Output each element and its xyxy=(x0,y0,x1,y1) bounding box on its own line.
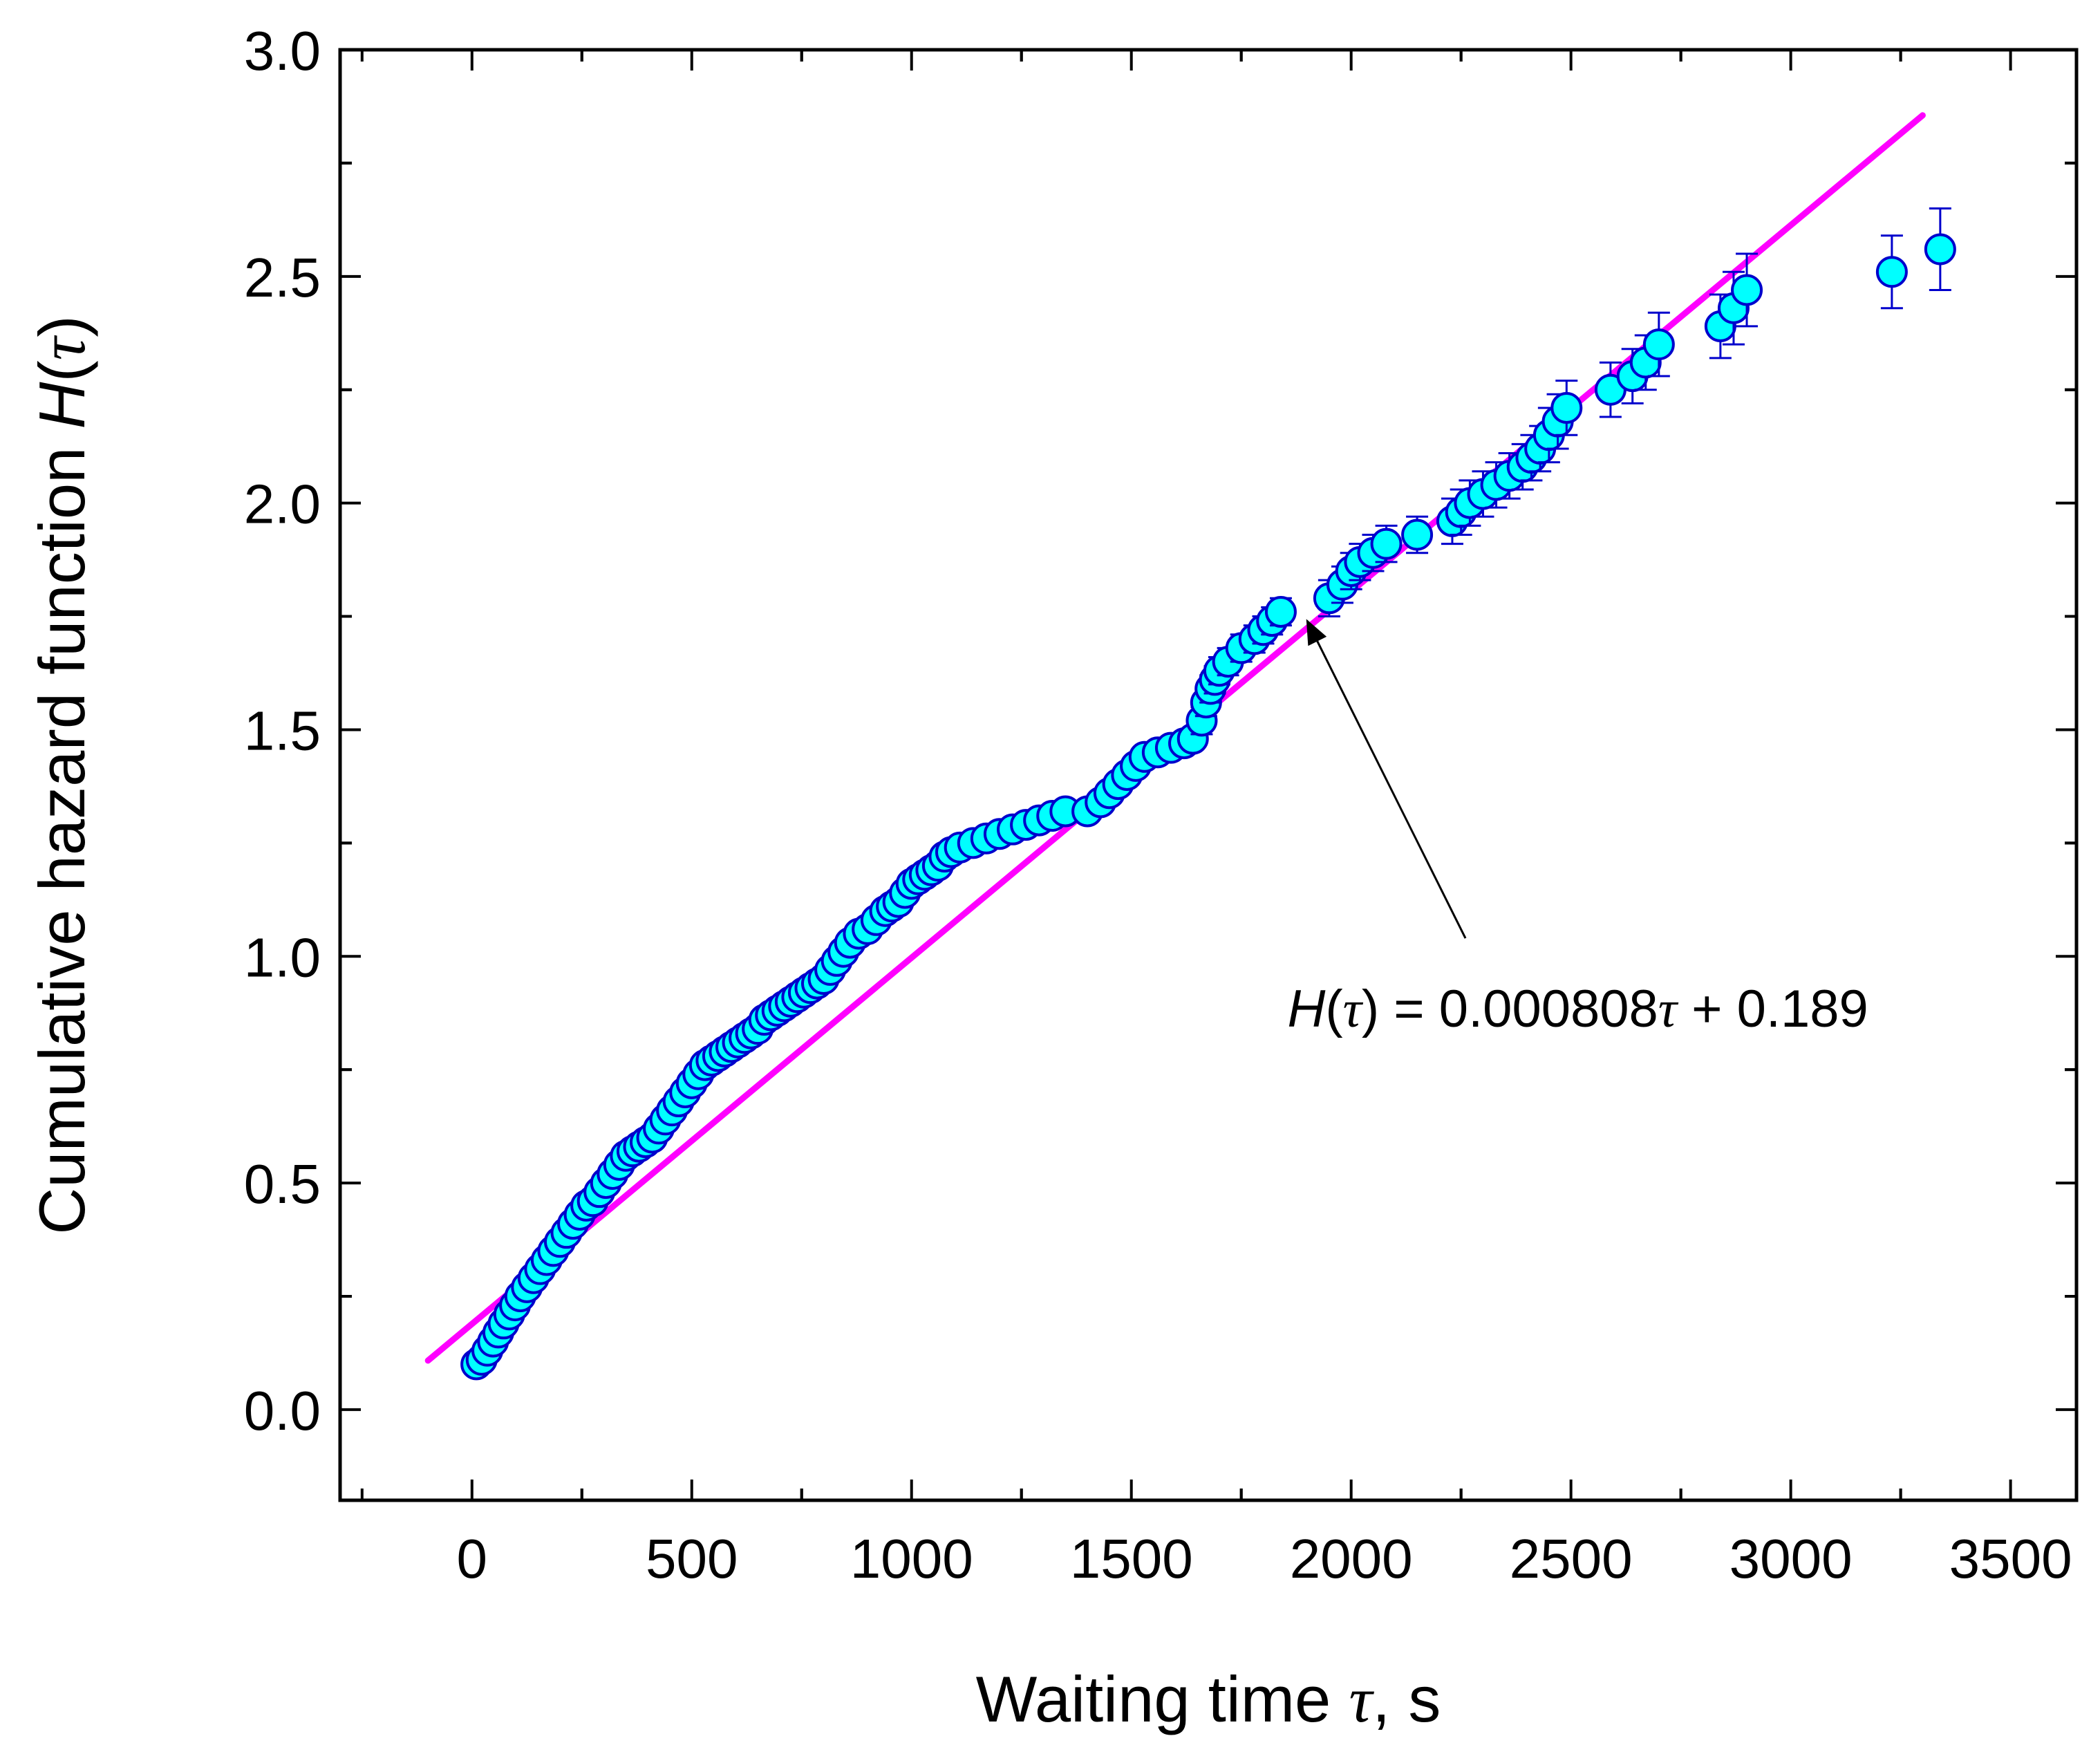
annotation-open: ( xyxy=(1325,980,1342,1038)
x-axis-title: Waiting time τ, s xyxy=(976,1663,1441,1736)
annotation-fn: H xyxy=(1287,980,1325,1038)
x-axis-tick-labels: 0 500 1000 1500 2000 2500 3000 3500 xyxy=(457,1528,2072,1589)
x-tick-label: 3500 xyxy=(1949,1528,2072,1589)
annotation-arrow xyxy=(1306,619,1467,939)
y-tick-label: 1.5 xyxy=(244,700,321,761)
y-tick-label: 0.5 xyxy=(244,1153,321,1215)
y-axis-tick-labels: 0.0 0.5 1.0 1.5 2.0 2.5 3.0 xyxy=(244,20,321,1442)
y-tick-label: 2.5 xyxy=(244,247,321,308)
annotation-symbol2: τ xyxy=(1658,980,1679,1038)
data-point xyxy=(1924,233,1956,265)
annotation-rest: + 0.189 xyxy=(1677,980,1868,1038)
data-point xyxy=(1642,328,1675,361)
x-tick-label: 2500 xyxy=(1510,1528,1633,1589)
data-point xyxy=(1550,391,1583,424)
plot-frame xyxy=(338,48,2079,1502)
fit-equation-annotation: H(τ) = 0.000808τ + 0.189 xyxy=(1287,980,1868,1038)
y-axis-title: Cumulative hazard function H(τ) xyxy=(26,315,99,1234)
x-axis-ticks xyxy=(360,50,2012,1500)
x-tick-label: 500 xyxy=(646,1528,738,1589)
y-tick-label: 3.0 xyxy=(244,20,321,82)
y-axis-title-open: ( xyxy=(26,360,98,382)
y-axis-title-close: ) xyxy=(26,315,98,337)
y-tick-label: 1.0 xyxy=(244,926,321,988)
y-tick-label: 2.0 xyxy=(244,474,321,535)
annotation-symbol: τ xyxy=(1343,980,1364,1038)
y-axis-title-fn: H xyxy=(26,382,98,429)
data-point xyxy=(1731,274,1763,306)
data-points xyxy=(460,207,1956,1381)
x-tick-label: 2000 xyxy=(1290,1528,1413,1589)
x-axis-title-prefix: Waiting time xyxy=(976,1663,1349,1735)
data-point xyxy=(1401,519,1434,551)
annotation-close: ) xyxy=(1362,980,1379,1038)
y-axis-title-prefix: Cumulative hazard function xyxy=(26,429,98,1234)
y-tick-label: 0.0 xyxy=(244,1380,321,1442)
x-axis-title-symbol: τ xyxy=(1349,1664,1374,1736)
annotation-equals: = 0.000808 xyxy=(1379,980,1658,1038)
x-tick-label: 3000 xyxy=(1729,1528,1853,1589)
data-point xyxy=(1370,528,1403,560)
x-tick-label: 1000 xyxy=(850,1528,973,1589)
y-axis-ticks xyxy=(340,48,2076,1411)
data-point xyxy=(1875,256,1908,288)
x-tick-label: 1500 xyxy=(1070,1528,1193,1589)
x-tick-label: 0 xyxy=(457,1528,488,1589)
data-point xyxy=(1264,595,1297,628)
y-axis-title-symbol: τ xyxy=(27,335,99,360)
x-axis-title-suffix: , s xyxy=(1372,1663,1441,1735)
